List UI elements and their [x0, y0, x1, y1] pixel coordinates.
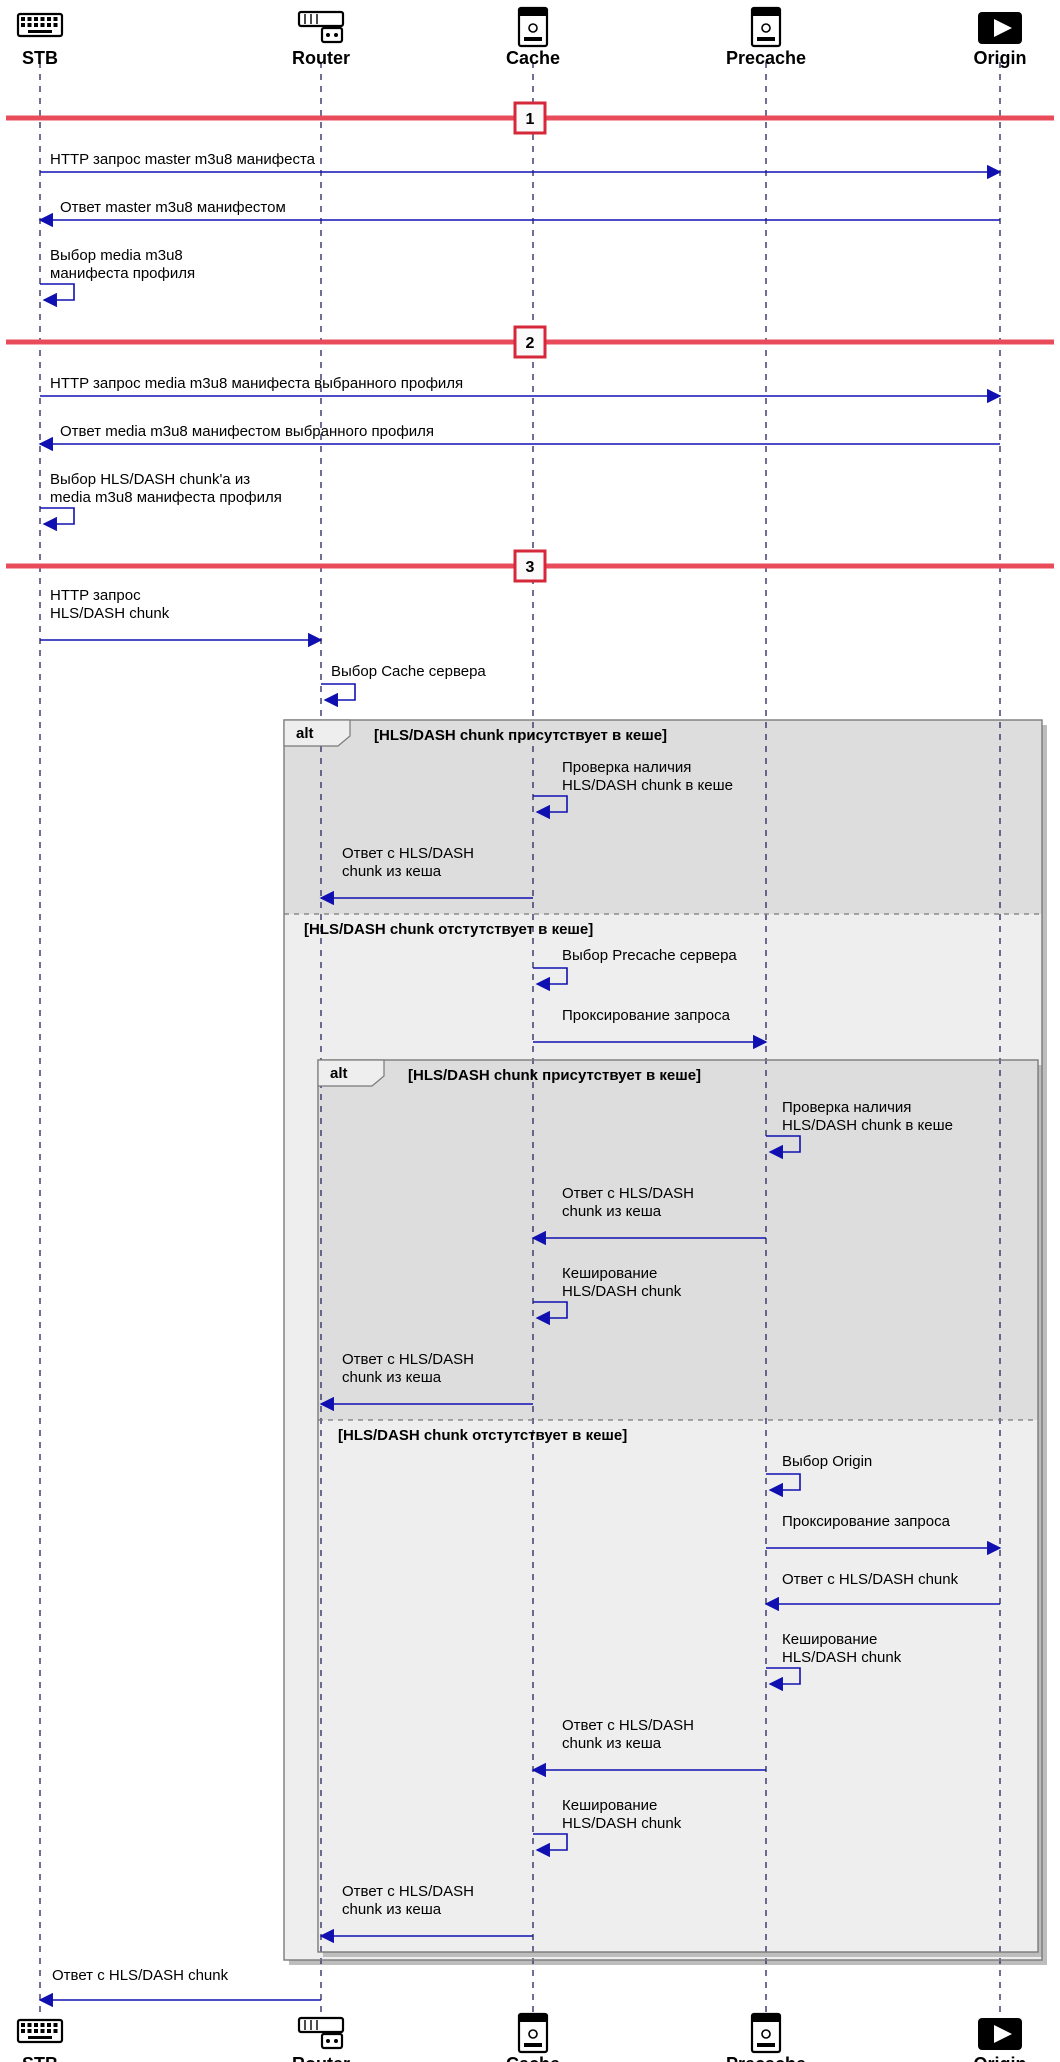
svg-text:Ответ с HLS/DASH chunk: Ответ с HLS/DASH chunk — [52, 1967, 229, 1984]
svg-text:chunk из кеша: chunk из кеша — [342, 863, 442, 880]
svg-text:Ответ с HLS/DASH: Ответ с HLS/DASH — [342, 1351, 474, 1368]
svg-text:[HLS/DASH chunk отстутствует в: [HLS/DASH chunk отстутствует в кеше] — [338, 1427, 627, 1444]
svg-text:HLS/DASH chunk: HLS/DASH chunk — [782, 1649, 902, 1666]
server-icon — [519, 2014, 547, 2052]
play-icon — [978, 12, 1022, 44]
svg-text:HTTP запрос: HTTP запрос — [50, 587, 141, 604]
svg-text:Выбор Precache сервера: Выбор Precache сервера — [562, 947, 737, 964]
svg-text:HTTP запрос master m3u8 манифе: HTTP запрос master m3u8 манифеста — [50, 151, 316, 168]
svg-text:Выбор Origin: Выбор Origin — [782, 1453, 872, 1470]
router-icon — [299, 2018, 343, 2048]
svg-text:Кеширование: Кеширование — [562, 1265, 657, 1282]
svg-text:Кеширование: Кеширование — [782, 1631, 877, 1648]
svg-text:3: 3 — [526, 559, 535, 576]
server-icon — [752, 8, 780, 46]
svg-text:chunk из кеша: chunk из кеша — [342, 1369, 442, 1386]
svg-text:Ответ с HLS/DASH chunk: Ответ с HLS/DASH chunk — [782, 1571, 959, 1588]
svg-text:[HLS/DASH chunk присутствует в: [HLS/DASH chunk присутствует в кеше] — [374, 727, 667, 744]
svg-text:[HLS/DASH chunk отстутствует в: [HLS/DASH chunk отстутствует в кеше] — [304, 921, 593, 938]
svg-text:HLS/DASH chunk: HLS/DASH chunk — [562, 1283, 682, 1300]
keyboard-icon — [18, 2020, 62, 2042]
sequence-diagram: [HLS/DASH chunk присутствует в кеше] alt [… — [0, 0, 1060, 2062]
svg-text:[HLS/DASH chunk присутствует в: [HLS/DASH chunk присутствует в кеше] — [408, 1067, 701, 1084]
server-icon — [519, 8, 547, 46]
svg-text:STB: STB — [22, 2054, 58, 2062]
svg-text:Проверка наличия: Проверка наличия — [782, 1099, 911, 1116]
svg-text:Ответ с HLS/DASH: Ответ с HLS/DASH — [342, 845, 474, 862]
server-icon — [752, 2014, 780, 2052]
svg-text:Precache: Precache — [726, 48, 806, 68]
svg-text:HLS/DASH chunk в кеше: HLS/DASH chunk в кеше — [562, 777, 733, 794]
svg-text:chunk из кеша: chunk из кеша — [562, 1735, 662, 1752]
svg-text:Ответ с HLS/DASH: Ответ с HLS/DASH — [562, 1185, 694, 1202]
svg-text:Выбор Cache сервера: Выбор Cache сервера — [331, 663, 486, 680]
svg-text:Ответ media m3u8 манифестом вы: Ответ media m3u8 манифестом выбранного п… — [60, 423, 434, 440]
svg-text:Проверка наличия: Проверка наличия — [562, 759, 691, 776]
router-icon — [299, 12, 343, 42]
svg-text:chunk из кеша: chunk из кеша — [342, 1901, 442, 1918]
svg-text:Ответ с HLS/DASH: Ответ с HLS/DASH — [562, 1717, 694, 1734]
svg-text:alt: alt — [330, 1065, 348, 1082]
svg-text:Precache: Precache — [726, 2054, 806, 2062]
svg-text:HLS/DASH chunk в кеше: HLS/DASH chunk в кеше — [782, 1117, 953, 1134]
svg-text:Origin: Origin — [974, 2054, 1027, 2062]
svg-text:Проксирование запроса: Проксирование запроса — [782, 1513, 951, 1530]
svg-text:Ответ с HLS/DASH: Ответ с HLS/DASH — [342, 1883, 474, 1900]
svg-text:Origin: Origin — [974, 48, 1027, 68]
svg-text:HLS/DASH chunk: HLS/DASH chunk — [562, 1815, 682, 1832]
svg-text:Router: Router — [292, 2054, 350, 2062]
svg-text:Cache: Cache — [506, 2054, 560, 2062]
svg-text:Выбор media m3u8: Выбор media m3u8 — [50, 247, 183, 264]
svg-text:1: 1 — [526, 111, 535, 128]
svg-text:STB: STB — [22, 48, 58, 68]
svg-text:Проксирование запроса: Проксирование запроса — [562, 1007, 731, 1024]
svg-text:Кеширование: Кеширование — [562, 1797, 657, 1814]
svg-text:Ответ master m3u8 манифестом: Ответ master m3u8 манифестом — [60, 199, 286, 216]
svg-text:Выбор HLS/DASH chunk'а из: Выбор HLS/DASH chunk'а из — [50, 471, 250, 488]
svg-text:манифеста профиля: манифеста профиля — [50, 265, 195, 282]
svg-text:alt: alt — [296, 725, 314, 742]
svg-text:2: 2 — [526, 335, 535, 352]
svg-text:Router: Router — [292, 48, 350, 68]
svg-text:Cache: Cache — [506, 48, 560, 68]
play-icon — [978, 2018, 1022, 2050]
svg-text:media m3u8 манифеста профиля: media m3u8 манифеста профиля — [50, 489, 282, 506]
svg-text:HLS/DASH chunk: HLS/DASH chunk — [50, 605, 170, 622]
svg-text:chunk из кеша: chunk из кеша — [562, 1203, 662, 1220]
keyboard-icon — [18, 14, 62, 36]
svg-text:HTTP запрос media m3u8 манифес: HTTP запрос media m3u8 манифеста выбранн… — [50, 375, 463, 392]
